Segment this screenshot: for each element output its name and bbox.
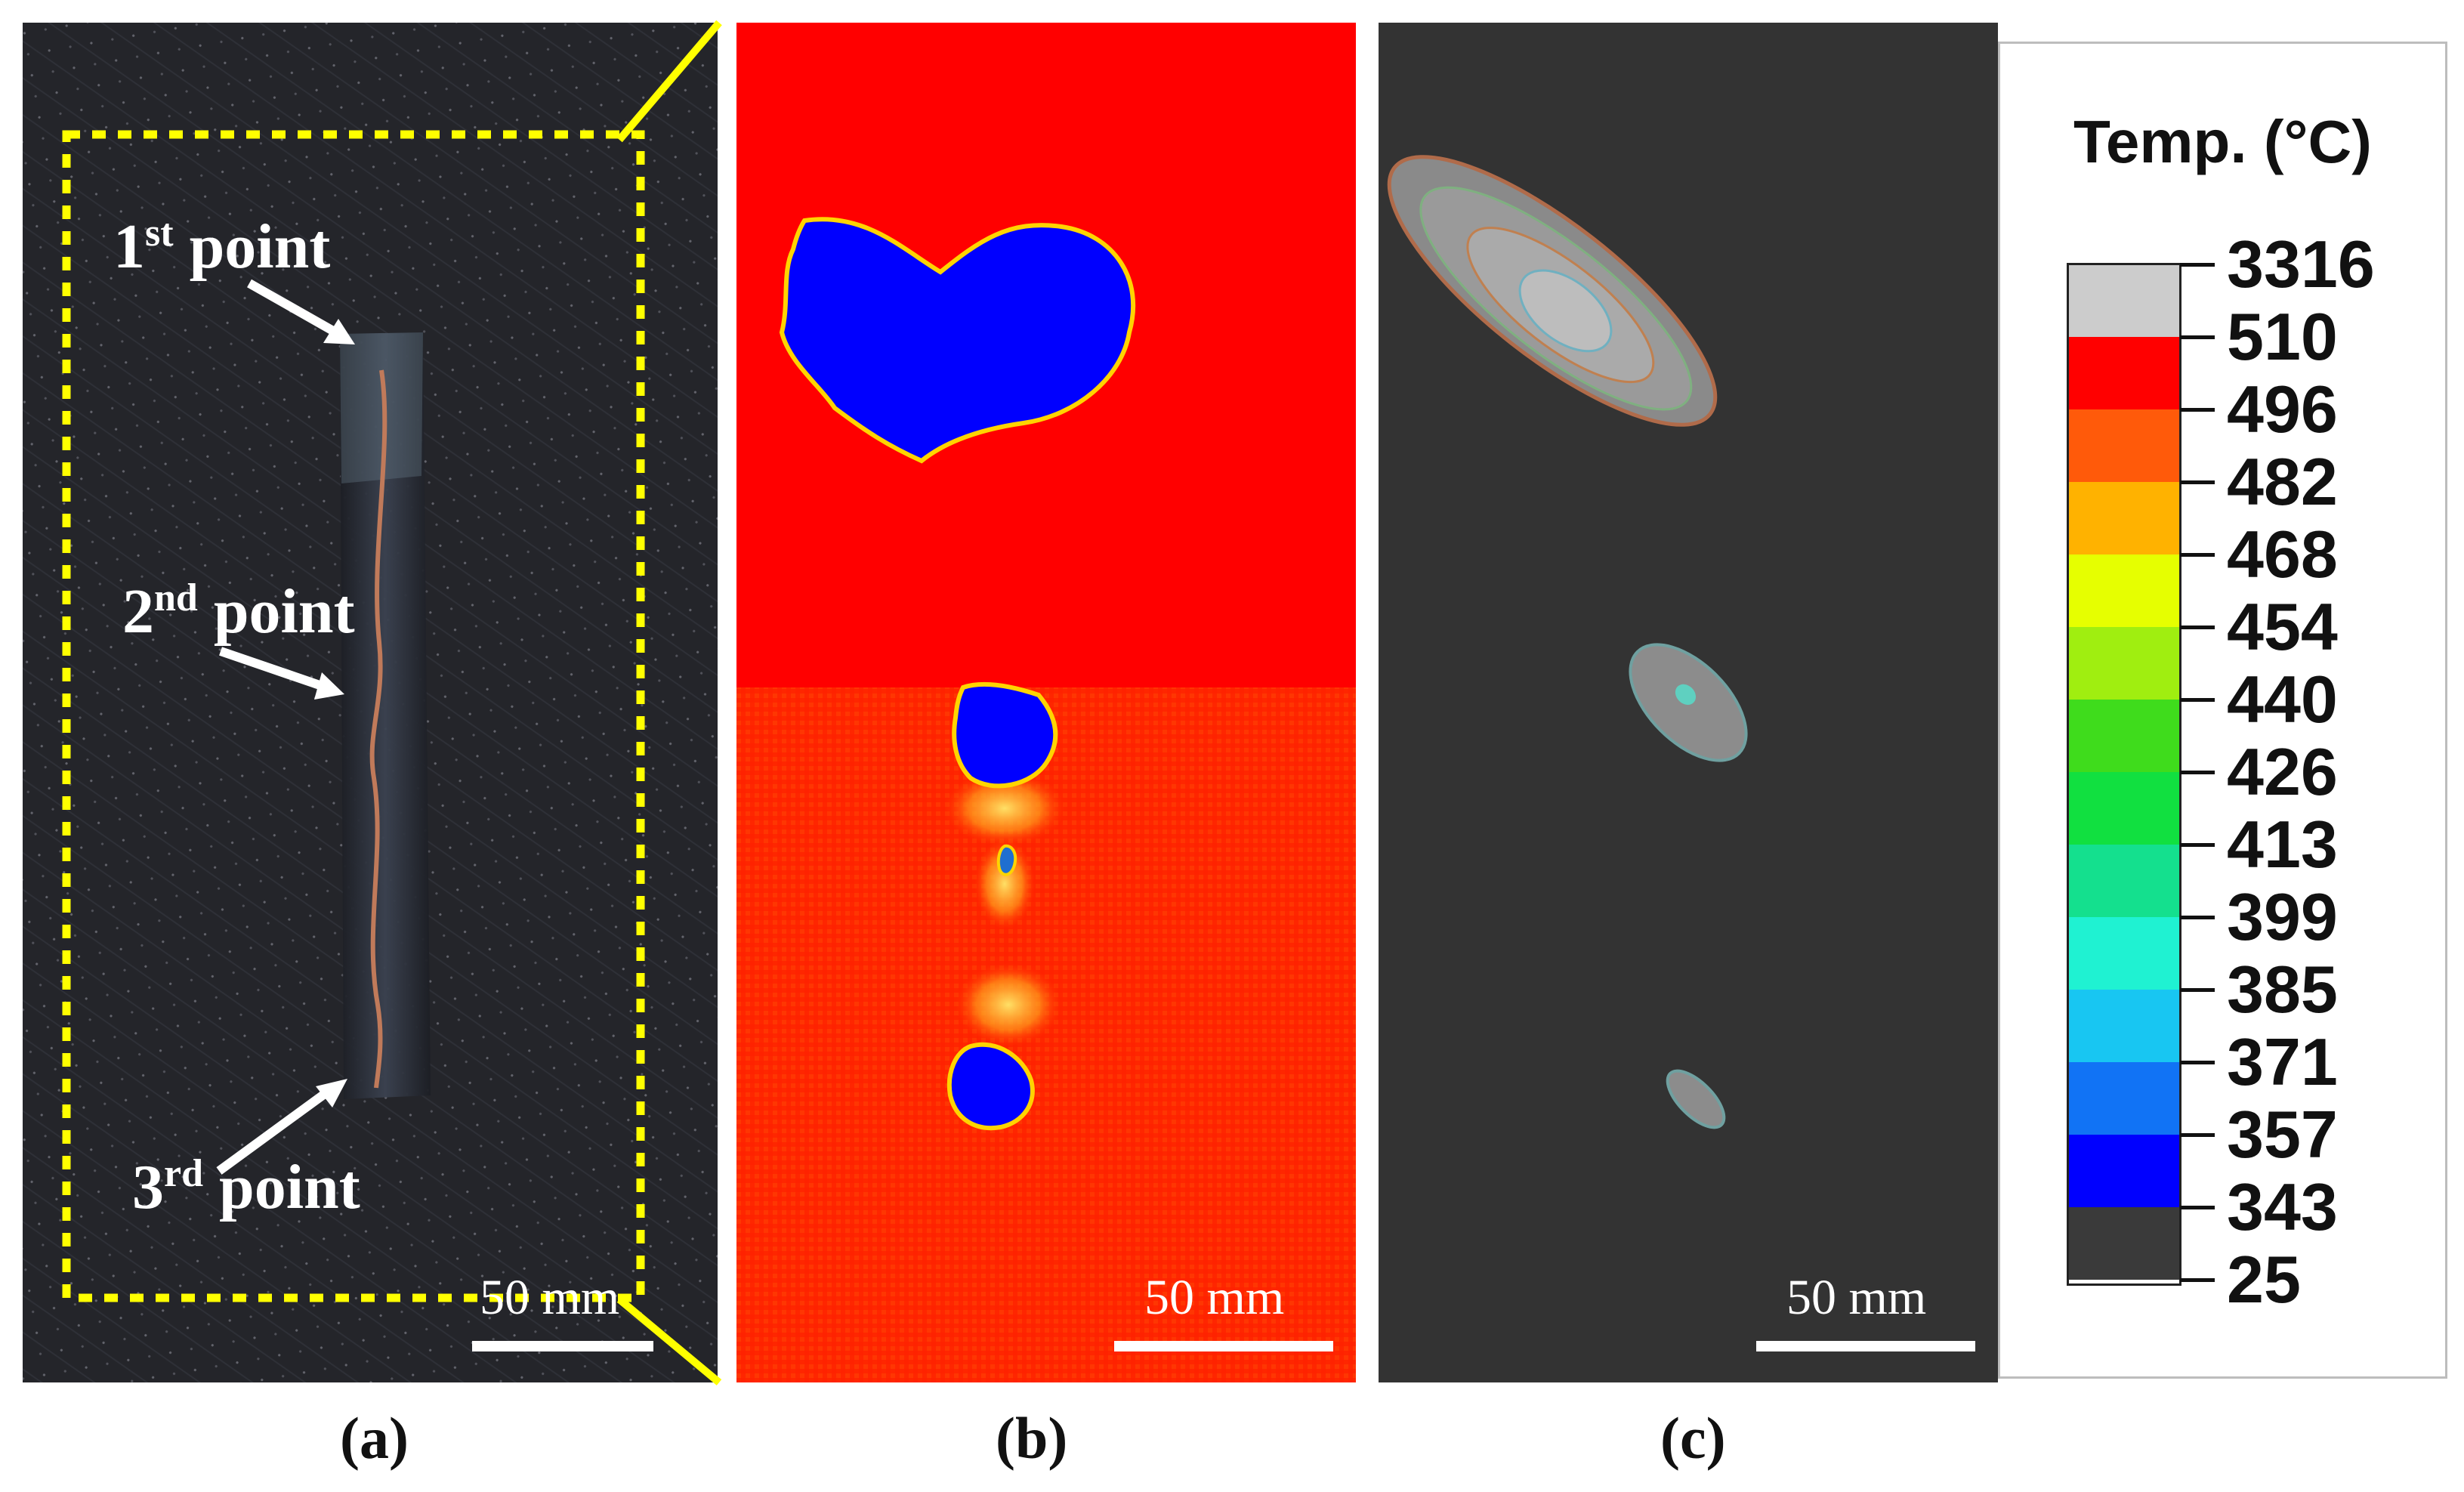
legend-title: Temp. (°C) — [2073, 108, 2372, 175]
legend-value-label: 440 — [2227, 662, 2338, 737]
point-3-label: 3rd point — [132, 1152, 360, 1222]
legend-tick — [2180, 988, 2215, 992]
panel-b-thermal-image: 50 mm — [736, 23, 1356, 1382]
legend-swatch — [2068, 1062, 2180, 1135]
legend-swatch — [2068, 409, 2180, 482]
legend-value-label: 25 — [2227, 1242, 2301, 1317]
simulation-map — [1387, 155, 1748, 1129]
legend-tick — [2180, 553, 2215, 557]
scale-label-b: 50 mm — [1144, 1270, 1285, 1325]
panel-letter-a: (a) — [340, 1405, 409, 1471]
legend-swatch — [2068, 264, 2180, 337]
scale-label-a: 50 mm — [480, 1270, 620, 1325]
legend-swatch — [2068, 772, 2180, 845]
point-arrows — [216, 279, 355, 1175]
legend-value-label: 468 — [2227, 517, 2338, 592]
legend-tick — [2180, 263, 2215, 267]
scale-bar-a — [472, 1341, 653, 1351]
legend-value-label: 413 — [2227, 807, 2338, 882]
specimen-photo — [23, 23, 718, 1382]
simulated-hot-zone-3 — [1666, 1069, 1726, 1129]
region-of-interest-frame — [62, 130, 645, 1302]
panel-letter-c: (c) — [1660, 1405, 1726, 1471]
legend-value-label: 496 — [2227, 372, 2338, 446]
legend-tick — [2180, 1133, 2215, 1137]
legend-tick — [2180, 480, 2215, 484]
legend-tick — [2180, 626, 2215, 629]
point-2-label: 2nd point — [122, 576, 355, 647]
scale-bar-b — [1114, 1341, 1333, 1351]
legend-value-label: 482 — [2227, 444, 2338, 519]
legend-value-label: 371 — [2227, 1024, 2338, 1099]
legend-swatch — [2068, 554, 2180, 627]
legend-tick — [2180, 408, 2215, 412]
scale-label-c: 50 mm — [1786, 1270, 1927, 1325]
legend-swatch — [2068, 337, 2180, 409]
simulated-hot-zone-2 — [1629, 643, 1748, 762]
legend-swatch — [2068, 1207, 2180, 1280]
legend-swatch — [2068, 990, 2180, 1062]
legend-value-label: 3316 — [2227, 227, 2375, 301]
hot-spot-1 — [779, 217, 1136, 464]
hot-spot-4 — [946, 1042, 1035, 1131]
legend-tick — [2180, 698, 2215, 702]
legend-tick — [2180, 916, 2215, 919]
legend-swatch — [2068, 627, 2180, 700]
legend-swatch — [2068, 482, 2180, 554]
legend-swatch — [2068, 700, 2180, 772]
legend-tick — [2180, 843, 2215, 847]
hot-spot-2 — [952, 681, 1058, 789]
legend-value-label: 399 — [2227, 879, 2338, 954]
simulated-hot-zone-1 — [1387, 155, 1718, 427]
hot-spot-3 — [996, 844, 1017, 876]
legend-value-label: 426 — [2227, 734, 2338, 809]
legend-value-label: 343 — [2227, 1169, 2338, 1244]
scale-bar-c — [1756, 1341, 1975, 1351]
legend-value-label: 454 — [2227, 589, 2338, 664]
legend-tick — [2180, 1278, 2215, 1282]
panel-c-simulated-temperature: 50 mm — [1379, 23, 1998, 1382]
panel-letter-b: (b) — [996, 1405, 1068, 1471]
legend-swatch — [2068, 917, 2180, 990]
legend-tick — [2180, 1061, 2215, 1064]
temperature-legend — [1998, 42, 2447, 1379]
legend-frame — [2067, 263, 2181, 1286]
panel-a-photo: 1st point 2nd point 3rd point 50 mm — [23, 23, 718, 1382]
legend-swatch — [2068, 845, 2180, 917]
legend-swatch — [2068, 1135, 2180, 1207]
legend-value-label: 357 — [2227, 1097, 2338, 1172]
point-1-label: 1st point — [113, 212, 331, 282]
legend-tick — [2180, 771, 2215, 774]
thermal-map — [736, 217, 1356, 1382]
legend-tick — [2180, 1206, 2215, 1209]
legend-value-label: 510 — [2227, 299, 2338, 374]
legend-value-label: 385 — [2227, 952, 2338, 1027]
legend-tick — [2180, 335, 2215, 339]
